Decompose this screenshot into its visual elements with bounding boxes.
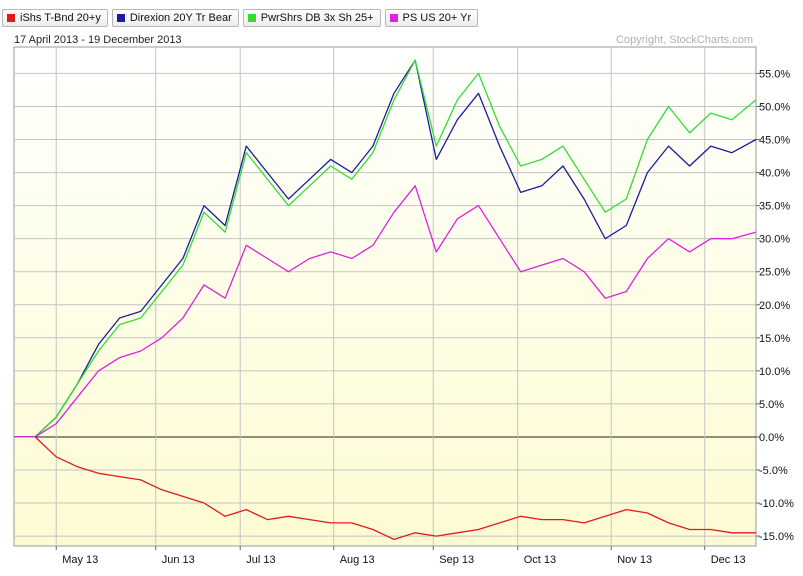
legend-swatch xyxy=(116,14,125,22)
x-tick-label: Aug 13 xyxy=(340,554,375,566)
legend-label: PS US 20+ Yr xyxy=(402,12,472,24)
y-tick-label: 30.0% xyxy=(759,234,790,246)
y-tick-label: 5.0% xyxy=(759,399,784,411)
legend-swatch xyxy=(247,14,256,22)
x-tick-label: Nov 13 xyxy=(617,554,652,566)
y-tick-label: 55.0% xyxy=(759,68,790,80)
y-tick-label: -15.0% xyxy=(759,531,794,543)
y-tick-label: 35.0% xyxy=(759,201,790,213)
y-tick-label: 45.0% xyxy=(759,135,790,147)
date-range: 17 April 2013 - 19 December 2013 xyxy=(14,34,182,46)
legend-item: PwrShrs DB 3x Sh 25+ xyxy=(242,9,381,27)
legend-swatch xyxy=(389,14,398,22)
legend-item: Direxion 20Y Tr Bear xyxy=(111,9,239,27)
grid xyxy=(14,47,756,546)
y-tick-label: 25.0% xyxy=(759,267,790,279)
legend-label: Direxion 20Y Tr Bear xyxy=(129,12,232,24)
series-lines xyxy=(14,59,757,541)
y-tick-label: 10.0% xyxy=(759,366,790,378)
y-tick-label: 15.0% xyxy=(759,333,790,345)
y-tick-label: 20.0% xyxy=(759,300,790,312)
series-line-direxion-20y-tr-bear xyxy=(14,59,757,438)
legend-item: iShs T-Bnd 20+y xyxy=(2,9,108,27)
y-tick-label: 40.0% xyxy=(759,168,790,180)
y-axis: 55.0% 50.0% 45.0% 40.0% 35.0% 30.0% 25.0% 20.0%… xyxy=(756,68,794,543)
series-line-ishs-t-bnd-20-y xyxy=(14,436,756,541)
legend-label: iShs T-Bnd 20+y xyxy=(20,12,101,24)
x-tick-label: Dec 13 xyxy=(711,554,746,566)
x-tick-label: Jul 13 xyxy=(246,554,275,566)
y-tick-label: -5.0% xyxy=(759,465,788,477)
x-tick-label: Sep 13 xyxy=(439,554,474,566)
chart-legend: iShs T-Bnd 20+y Direxion 20Y Tr Bear PwrSh… xyxy=(2,9,479,27)
series-line-pwrshrs-db-3x-sh-25 xyxy=(14,59,757,438)
legend-swatch xyxy=(7,14,15,22)
legend-label: PwrShrs DB 3x Sh 25+ xyxy=(260,12,374,24)
y-tick-label: 0.0% xyxy=(759,432,784,444)
y-tick-label: 50.0% xyxy=(759,101,790,113)
x-tick-label: Jun 13 xyxy=(162,554,195,566)
plot-area xyxy=(13,46,757,547)
series-line-ps-us-20-yr xyxy=(14,185,757,438)
x-tick-label: Oct 13 xyxy=(524,554,556,566)
copyright-text: Copyright, StockCharts.com xyxy=(616,34,753,46)
x-axis: May 13 Jun 13 Jul 13 Aug 13 Sep 13 Oct 13 Nov … xyxy=(55,546,746,566)
y-tick-label: -10.0% xyxy=(759,498,794,510)
x-tick-label: May 13 xyxy=(62,554,98,566)
legend-item: PS US 20+ Yr xyxy=(384,9,479,27)
